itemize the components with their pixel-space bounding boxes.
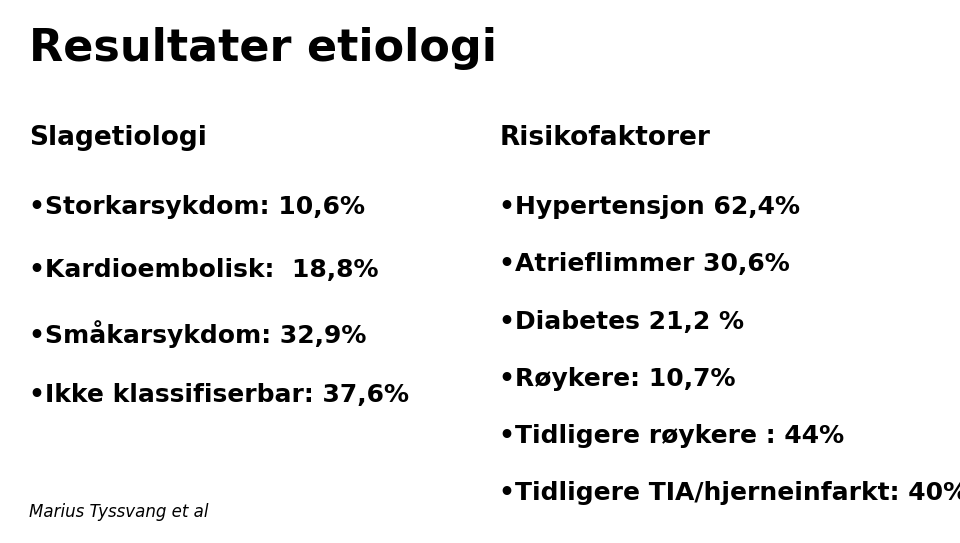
Text: •Storkarsykdom: 10,6%: •Storkarsykdom: 10,6% bbox=[29, 195, 365, 219]
Text: •Røykere: 10,7%: •Røykere: 10,7% bbox=[499, 367, 735, 390]
Text: •Atrieflimmer 30,6%: •Atrieflimmer 30,6% bbox=[499, 252, 790, 276]
Text: •Tidligere TIA/hjerneinfarkt: 40%: •Tidligere TIA/hjerneinfarkt: 40% bbox=[499, 481, 960, 504]
Text: Slagetiologi: Slagetiologi bbox=[29, 125, 206, 151]
Text: Risikofaktorer: Risikofaktorer bbox=[499, 125, 710, 151]
Text: •Ikke klassifiserbar: 37,6%: •Ikke klassifiserbar: 37,6% bbox=[29, 383, 409, 407]
Text: •Kardioembolisk:  18,8%: •Kardioembolisk: 18,8% bbox=[29, 258, 378, 282]
Text: •Diabetes 21,2 %: •Diabetes 21,2 % bbox=[499, 310, 744, 333]
Text: •Hypertensjon 62,4%: •Hypertensjon 62,4% bbox=[499, 195, 801, 219]
Text: Marius Tyssvang et al: Marius Tyssvang et al bbox=[29, 503, 208, 521]
Text: Resultater etiologi: Resultater etiologi bbox=[29, 27, 497, 70]
Text: •Tidligere røykere : 44%: •Tidligere røykere : 44% bbox=[499, 424, 845, 447]
Text: •Småkarsykdom: 32,9%: •Småkarsykdom: 32,9% bbox=[29, 320, 366, 348]
